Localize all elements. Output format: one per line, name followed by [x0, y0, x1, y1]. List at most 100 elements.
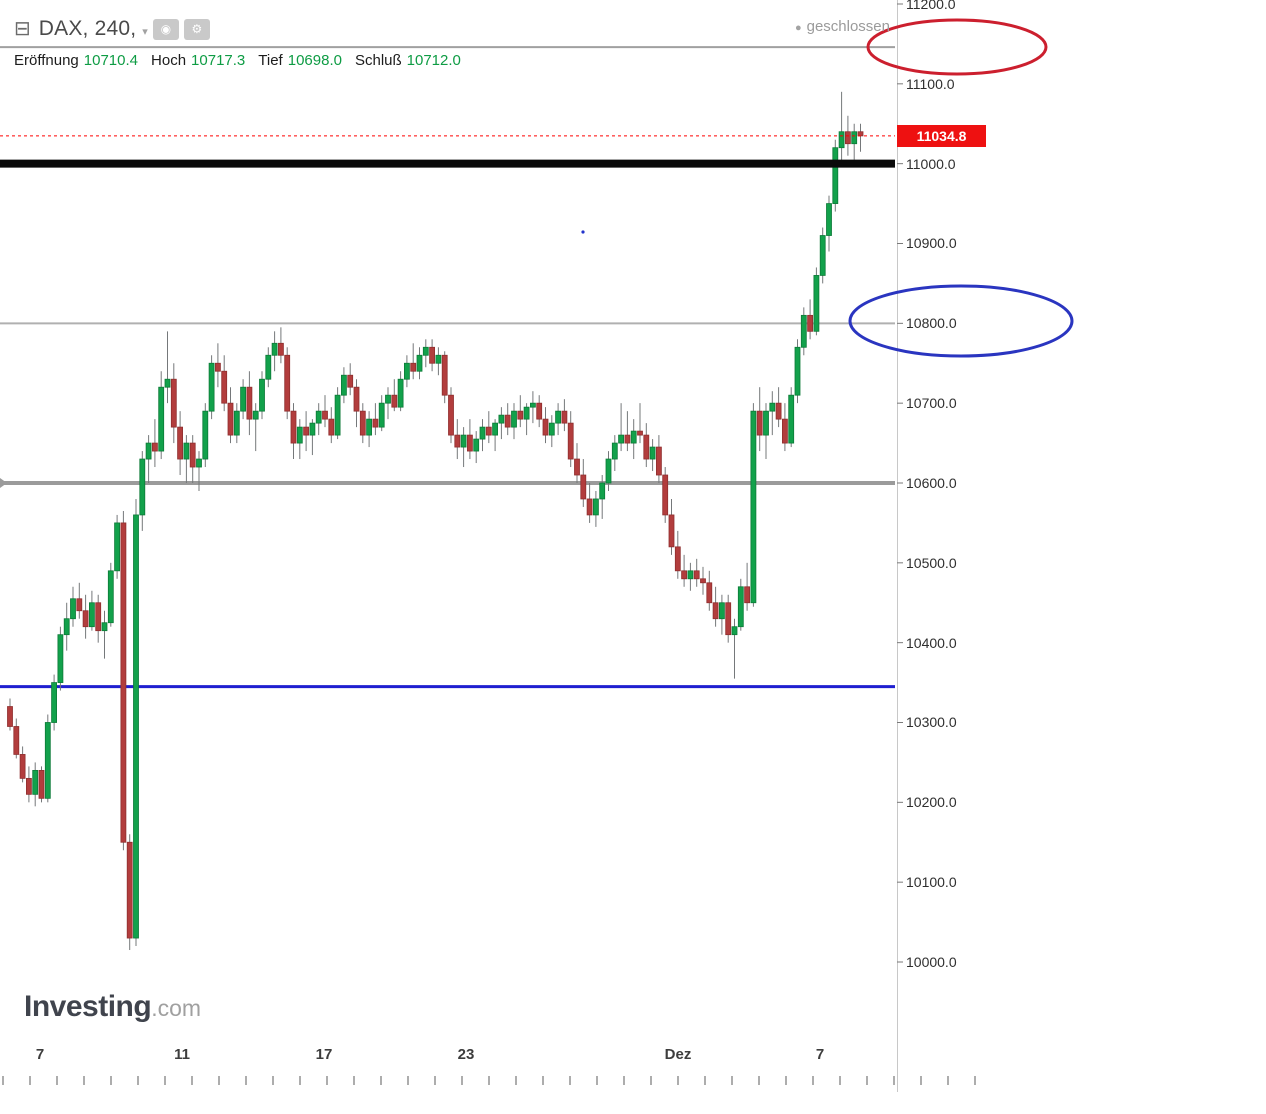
candle-down	[429, 346, 436, 364]
candle-down	[706, 582, 713, 604]
y-tick-label: 11100.0	[906, 75, 955, 92]
candle-up	[309, 422, 316, 436]
brand-tld: .com	[151, 995, 202, 1021]
candle-up	[57, 634, 64, 683]
candle-down	[7, 706, 13, 727]
candle-up	[555, 410, 561, 424]
candle-down	[775, 402, 782, 420]
candle-down	[857, 131, 864, 137]
candle-down	[277, 342, 284, 356]
candle-down	[517, 410, 524, 420]
market-status: ● geschlossen	[770, 18, 890, 35]
candle-down	[214, 362, 221, 372]
symbol-title[interactable]: DAX, 240,	[38, 17, 137, 40]
candle-down	[13, 726, 20, 755]
candle-up	[750, 410, 757, 604]
blue-circle-annotation	[848, 284, 1074, 358]
candle-down	[290, 410, 297, 444]
y-tick-label: 10000.0	[906, 953, 957, 970]
candle-down	[454, 434, 461, 448]
candle-down	[221, 370, 228, 404]
candle-up	[813, 275, 820, 332]
candle-up	[70, 598, 76, 620]
candle-up	[460, 434, 467, 448]
candle-up	[183, 442, 190, 460]
candle-down	[76, 598, 83, 612]
y-tick-label: 11000.0	[906, 155, 956, 172]
candle-up	[366, 418, 373, 436]
high-value: 10717.3	[191, 52, 246, 69]
level-left-marker	[0, 477, 7, 488]
candle-down	[662, 474, 669, 516]
candle-up	[788, 394, 795, 444]
candle-down	[177, 426, 184, 460]
status-dot-icon: ●	[794, 22, 802, 34]
y-tick-label: 10900.0	[906, 235, 957, 252]
y-tick-label: 11200.0	[906, 0, 956, 12]
candle-up	[719, 602, 725, 620]
candle-up	[416, 354, 423, 372]
candle-up	[851, 131, 858, 145]
candle-up	[819, 235, 826, 276]
candle-down	[410, 362, 417, 372]
candle-up	[548, 422, 555, 436]
y-tick-label: 10100.0	[906, 874, 957, 891]
candle-down	[624, 434, 631, 444]
small-blue-mark	[581, 230, 585, 234]
candle-up	[605, 458, 612, 484]
snapshot-button[interactable]: ◉	[152, 18, 179, 40]
x-tick-label: 17	[315, 1046, 333, 1063]
candle-up	[89, 602, 95, 628]
candle-down	[567, 422, 574, 460]
candle-down	[284, 354, 291, 412]
candle-up	[435, 354, 442, 364]
candle-up	[731, 626, 738, 636]
candle-up	[492, 422, 499, 436]
candle-down	[151, 442, 158, 452]
low-label: Tief	[258, 52, 283, 69]
investing-watermark: Investing.com	[24, 990, 201, 1024]
candle-up	[832, 147, 839, 204]
candle-up	[737, 586, 744, 628]
candle-down	[246, 386, 253, 420]
y-tick-label: 10200.0	[906, 794, 957, 811]
candle-up	[315, 410, 322, 424]
candle-down	[227, 402, 234, 436]
candle-up	[687, 570, 694, 580]
candle-up	[296, 426, 303, 444]
candle-down	[807, 314, 813, 332]
x-tick-label: 11	[174, 1046, 190, 1063]
x-tick-label: 23	[457, 1046, 475, 1063]
y-tick-label: 10700.0	[906, 395, 957, 412]
candle-up	[473, 438, 480, 452]
collapse-panel-icon[interactable]: ⊟	[14, 18, 31, 40]
candle-down	[170, 378, 177, 428]
candle-down	[656, 446, 662, 476]
candle-up	[208, 362, 215, 412]
candle-up	[385, 394, 391, 404]
candle-up	[107, 570, 114, 624]
x-tick-label: 7	[815, 1046, 825, 1063]
candle-down	[126, 841, 133, 939]
y-tick-label: 10300.0	[906, 714, 957, 731]
chevron-down-icon[interactable]: ▾	[142, 25, 148, 38]
candle-up	[271, 342, 278, 356]
candle-down	[189, 442, 196, 468]
candle-down	[712, 602, 719, 620]
candle-down	[744, 586, 750, 604]
candle-up	[158, 386, 165, 452]
candle-up	[340, 374, 347, 396]
candle-up	[649, 446, 656, 460]
candle-up	[63, 618, 70, 636]
candle-up	[240, 386, 247, 412]
candle-up	[593, 498, 599, 516]
candle-up	[114, 522, 120, 572]
candle-down	[391, 394, 398, 408]
candle-up	[800, 314, 807, 348]
candle-up	[252, 410, 259, 420]
settings-button[interactable]: ⚙	[183, 18, 210, 40]
candle-up	[259, 378, 265, 412]
candle-down	[542, 418, 549, 436]
